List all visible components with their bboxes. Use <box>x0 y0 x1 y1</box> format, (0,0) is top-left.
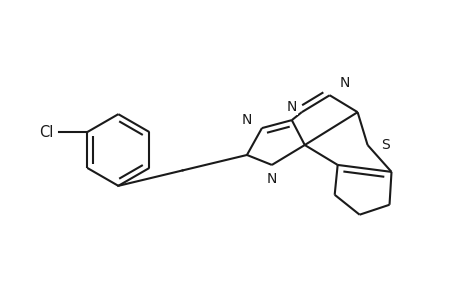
Text: N: N <box>286 100 297 114</box>
Text: S: S <box>381 138 389 152</box>
Text: N: N <box>241 113 252 127</box>
Text: N: N <box>339 76 349 90</box>
Text: Cl: Cl <box>39 124 53 140</box>
Text: N: N <box>266 172 276 186</box>
